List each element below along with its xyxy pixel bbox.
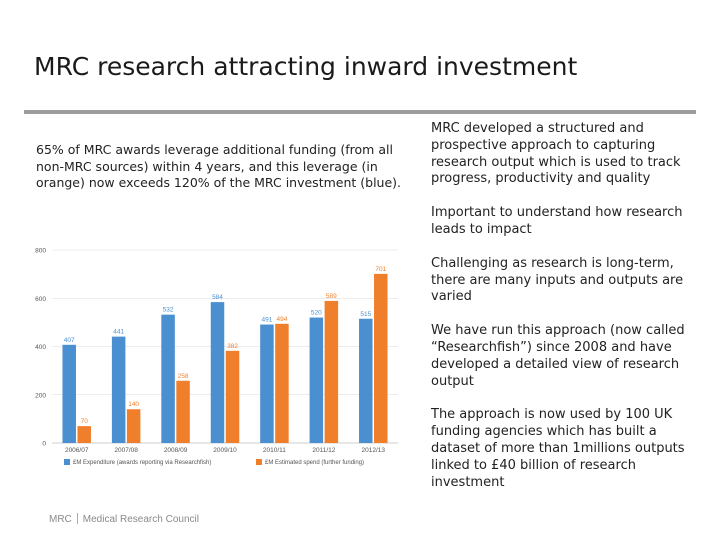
y-tick-label: 400 bbox=[35, 344, 46, 351]
title-divider bbox=[24, 110, 696, 114]
x-tick-label: 2009/10 bbox=[213, 447, 237, 454]
legend-swatch bbox=[256, 459, 262, 465]
data-label: 532 bbox=[163, 307, 174, 314]
bar-further-funding bbox=[275, 323, 289, 443]
bar-mrc-expenditure bbox=[111, 336, 126, 443]
x-tick-label: 2010/11 bbox=[263, 447, 286, 454]
footer-logo: MRC Medical Research Council bbox=[49, 513, 199, 525]
legend-entry: £M Expenditure (awards reporting via Res… bbox=[73, 460, 211, 466]
data-label: 382 bbox=[227, 343, 238, 350]
bullet-list: MRC developed a structured and prospecti… bbox=[431, 121, 699, 508]
footer-org-short: MRC bbox=[49, 514, 72, 525]
bar-further-funding bbox=[225, 350, 240, 443]
bar-further-funding bbox=[324, 300, 339, 443]
footer-org-full: Medical Research Council bbox=[82, 514, 199, 525]
bar-mrc-expenditure bbox=[309, 317, 324, 443]
bar-mrc-expenditure bbox=[210, 302, 225, 443]
slide-title: MRC research attracting inward investmen… bbox=[34, 52, 578, 81]
data-label: 491 bbox=[261, 317, 272, 324]
bar-further-funding bbox=[176, 380, 190, 443]
y-tick-label: 200 bbox=[35, 392, 46, 399]
data-label: 515 bbox=[360, 311, 371, 318]
data-label: 441 bbox=[113, 329, 124, 336]
bar-further-funding bbox=[374, 273, 388, 443]
data-label: 407 bbox=[64, 337, 75, 344]
data-label: 494 bbox=[276, 316, 287, 323]
x-tick-label: 2006/07 bbox=[65, 447, 89, 454]
bar-mrc-expenditure bbox=[359, 318, 373, 443]
data-label: 520 bbox=[311, 310, 322, 317]
bullet-item: MRC developed a structured and prospecti… bbox=[431, 121, 681, 187]
data-label: 589 bbox=[326, 293, 337, 300]
bullet-item: The approach is now used by 100 UK fundi… bbox=[431, 407, 685, 490]
x-tick-label: 2008/09 bbox=[164, 447, 188, 454]
bullet-item: We have run this approach (now called “R… bbox=[431, 323, 685, 389]
data-label: 258 bbox=[178, 373, 189, 380]
bullet-item: Important to understand how research lea… bbox=[431, 205, 683, 237]
y-tick-label: 800 bbox=[35, 248, 46, 255]
legend-entry: £M Estimated spend (further funding) bbox=[265, 460, 364, 466]
data-label: 584 bbox=[212, 294, 223, 301]
y-tick-label: 0 bbox=[42, 441, 46, 448]
intro-text: 65% of MRC awards leverage additional fu… bbox=[36, 142, 402, 190]
bar-further-funding bbox=[77, 426, 91, 443]
x-tick-label: 2007/08 bbox=[114, 447, 138, 454]
bar-mrc-expenditure bbox=[260, 324, 274, 443]
data-label: 701 bbox=[375, 266, 386, 273]
y-tick-label: 600 bbox=[35, 296, 46, 303]
x-tick-label: 2011/12 bbox=[312, 447, 335, 454]
investment-bar-chart: 0 200 400 600 800 407 70 2006/07 441 140 2007/08 53… bbox=[35, 248, 398, 466]
data-label: 140 bbox=[128, 401, 139, 408]
legend-swatch bbox=[64, 459, 70, 465]
data-label: 70 bbox=[81, 418, 89, 425]
bar-mrc-expenditure bbox=[161, 314, 175, 443]
footer-separator bbox=[76, 513, 78, 524]
bar-further-funding bbox=[126, 409, 141, 443]
bar-mrc-expenditure bbox=[62, 344, 76, 443]
bullet-item: Challenging as research is long-term, th… bbox=[431, 255, 684, 305]
x-tick-label: 2012/13 bbox=[362, 447, 386, 454]
